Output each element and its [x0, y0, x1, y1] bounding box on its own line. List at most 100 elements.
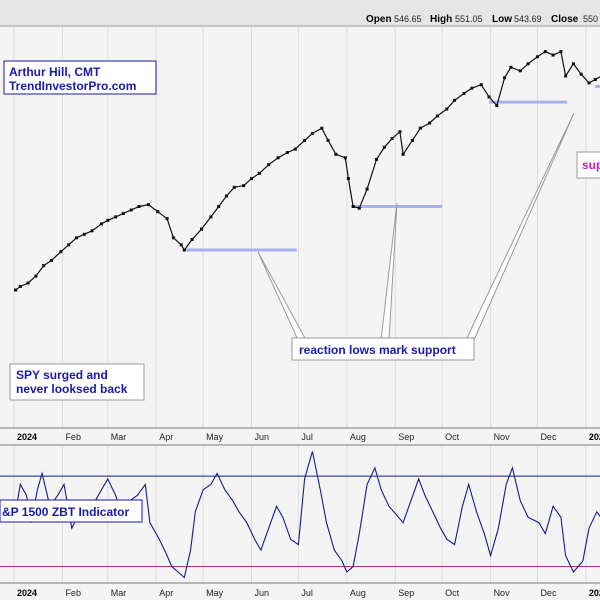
price-point — [509, 65, 513, 69]
price-point — [50, 258, 53, 262]
price-point — [351, 205, 355, 208]
price-xaxis-tick: Feb — [65, 432, 81, 442]
price-xaxis-tick: Aug — [350, 432, 366, 442]
indicator-label: &P 1500 ZBT Indicator — [2, 505, 129, 519]
price-point — [579, 72, 583, 76]
high-value: 551.05 — [455, 14, 483, 24]
price-point — [343, 156, 347, 160]
author-box — [3, 60, 157, 95]
support-callout-box — [576, 151, 600, 179]
price-xaxis: 2024 Feb Mar Apr May Jun Jul Aug Sep Oct Nov Dec 202 — [17, 432, 600, 442]
price-xaxis-tick: Apr — [159, 432, 173, 442]
price-point — [559, 50, 563, 54]
price-point — [293, 147, 297, 151]
price-point — [418, 126, 422, 130]
header-bar — [0, 0, 600, 26]
price-point — [526, 62, 530, 66]
price-xaxis-tick: Mar — [111, 432, 127, 442]
indicator-line — [15, 451, 600, 579]
price-point — [156, 210, 160, 214]
price-point — [34, 274, 38, 278]
indicator-xaxis-tick: May — [206, 588, 224, 598]
price-point — [285, 151, 289, 154]
reaction-callout-text: reaction lows mark support — [299, 343, 456, 357]
indicator-xaxis-tick: Sep — [398, 588, 414, 598]
indicator-label-box — [0, 499, 143, 523]
price-point — [242, 184, 246, 188]
indicator-xaxis-tick: Mar — [111, 588, 127, 598]
author-line2: TrendInvestorPro.com — [9, 79, 136, 93]
price-point — [310, 131, 314, 135]
price-point — [121, 211, 125, 215]
price-point — [209, 215, 213, 219]
price-series — [14, 50, 600, 292]
price-point — [401, 152, 405, 156]
indicator-xaxis-tick: 202 — [589, 588, 600, 598]
price-point — [390, 137, 394, 141]
low-label: Low — [492, 14, 512, 25]
price-xaxis-bg — [0, 428, 600, 444]
price-point — [18, 285, 22, 288]
indicator-grid — [13, 446, 587, 583]
price-point — [82, 232, 86, 236]
price-point — [179, 243, 183, 247]
surge-callout-box — [9, 363, 145, 401]
open-value: 546.65 — [394, 14, 422, 24]
reaction-callout-box — [291, 337, 475, 361]
price-point — [571, 62, 575, 66]
indicator-xaxis: 2024 Feb Mar Apr May Jun Jul Aug Sep Oct Nov Dec 202 — [17, 588, 600, 598]
indicator-series — [15, 451, 600, 579]
price-point — [257, 171, 261, 175]
price-xaxis-tick: Jul — [301, 432, 313, 442]
price-point — [165, 217, 169, 221]
price-point — [518, 69, 522, 73]
price-point — [182, 248, 186, 252]
price-point — [190, 238, 194, 241]
price-point — [250, 177, 253, 181]
price-xaxis-tick: Oct — [445, 432, 460, 442]
indicator-thresholds — [0, 475, 600, 568]
price-point — [217, 205, 221, 208]
price-point — [100, 222, 103, 226]
price-point — [587, 81, 591, 85]
price-point — [487, 95, 491, 99]
price-xaxis-tick: Dec — [540, 432, 557, 442]
price-point — [334, 152, 338, 156]
price-point — [326, 138, 330, 142]
price-xaxis-tick: Sep — [398, 432, 414, 442]
price-point — [90, 229, 94, 233]
indicator-xaxis-tick: 2024 — [17, 588, 37, 598]
price-point — [232, 185, 236, 189]
price-point — [75, 236, 78, 240]
indicator-xaxis-tick: Feb — [65, 588, 81, 598]
close-label: Close — [551, 14, 579, 25]
price-point — [453, 98, 457, 102]
price-point — [26, 281, 30, 285]
price-point — [543, 50, 547, 54]
price-point — [382, 145, 386, 149]
price-point — [146, 203, 150, 207]
high-label: High — [430, 14, 452, 25]
price-point — [267, 163, 271, 167]
price-point — [462, 91, 466, 95]
price-point — [14, 288, 18, 292]
price-point — [503, 76, 507, 80]
indicator-xaxis-tick: Apr — [159, 588, 173, 598]
support-callout-text: sup — [582, 158, 600, 172]
price-xaxis-tick: Jun — [255, 432, 270, 442]
price-point — [470, 86, 474, 90]
price-point — [137, 205, 141, 208]
price-point — [410, 138, 414, 142]
close-value: 550 — [583, 14, 598, 24]
price-point — [171, 236, 175, 240]
price-point — [67, 243, 71, 247]
open-label: Open — [366, 14, 392, 25]
support-lines — [184, 84, 600, 252]
indicator-xaxis-tick: Nov — [494, 588, 511, 598]
price-line — [15, 50, 600, 291]
surge-callout-line1: SPY surged and — [16, 368, 108, 382]
indicator-xaxis-tick: Jun — [255, 588, 270, 598]
indicator-xaxis-tick: Jul — [301, 588, 313, 598]
price-point — [42, 264, 46, 268]
